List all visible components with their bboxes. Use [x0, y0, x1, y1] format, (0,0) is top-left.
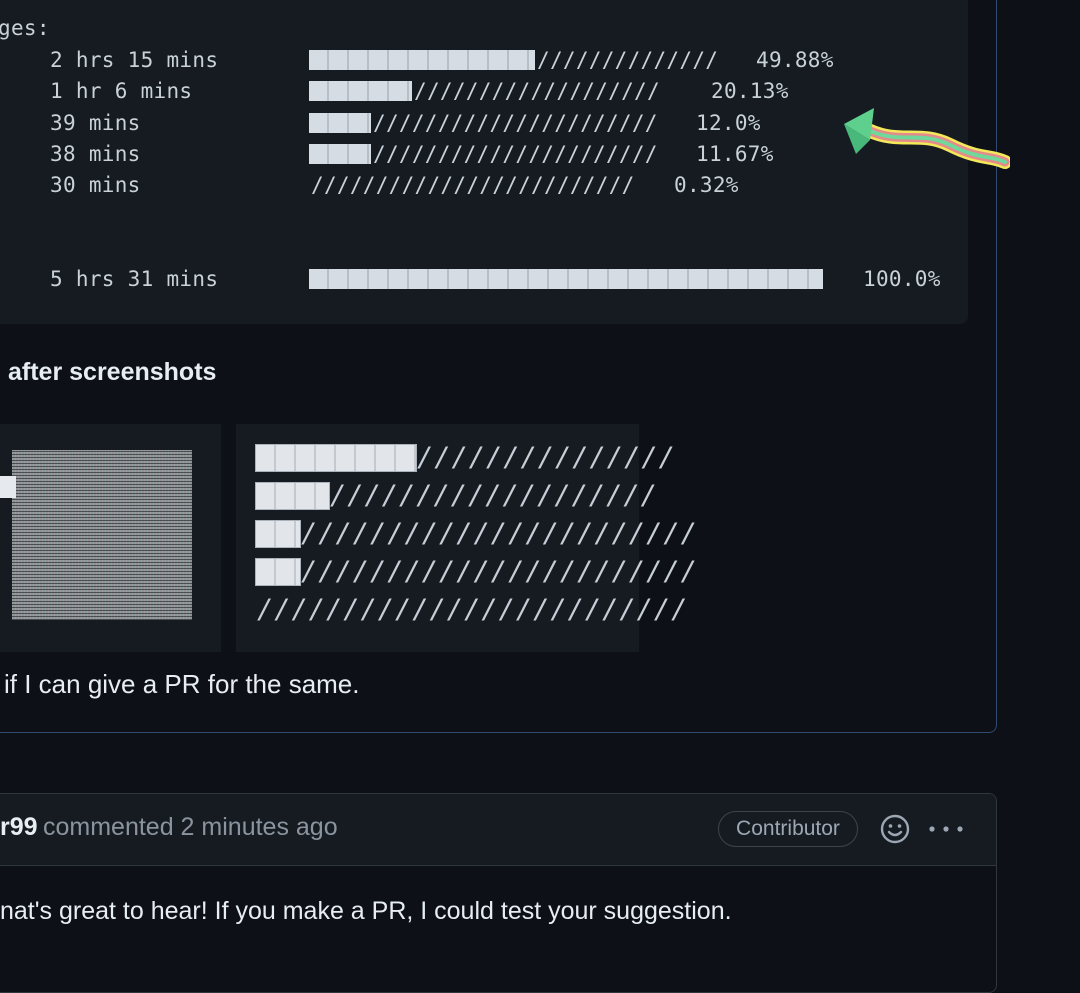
progress-bar [309, 81, 412, 101]
contributor-badge: Contributor [718, 811, 858, 847]
row-percent: 11.67% [696, 142, 774, 166]
row-percent: 20.13% [711, 79, 789, 103]
row-slashes: ////////////// [537, 48, 719, 72]
progress-bar [309, 144, 371, 164]
progress-bar-fragment [0, 476, 16, 498]
smiley-icon[interactable] [879, 813, 911, 845]
progress-bar [309, 113, 371, 133]
comment-author[interactable]: r99 [0, 813, 38, 841]
total-progress-bar [309, 269, 823, 289]
screenshot-bar [255, 520, 301, 548]
row-percent: 49.88% [756, 48, 834, 72]
screenshot-slashes: ///////////////////////// [257, 594, 689, 625]
row-duration: 30 mins [50, 173, 141, 197]
comment-card [0, 0, 997, 733]
screenshot-slashes: /////////////////////// [301, 556, 698, 587]
noise-pattern [12, 450, 192, 620]
screenshot-bar [255, 482, 330, 510]
progress-bar [309, 50, 535, 70]
row-slashes: ////////////////////// [373, 142, 658, 166]
row-duration: 2 hrs 15 mins [50, 48, 219, 72]
code-header-fragment: ges: [0, 16, 50, 40]
screenshot-bar [255, 444, 417, 472]
row-slashes: /////////////////// [414, 79, 660, 103]
after-screenshot[interactable]: /////////////// /////////////////// ////… [236, 424, 697, 652]
comment-timestamp[interactable]: commented 2 minutes ago [43, 813, 338, 841]
section-heading: after screenshots [8, 358, 217, 386]
row-percent: 0.32% [674, 173, 739, 197]
comment-header [0, 794, 996, 866]
screenshot-slashes: /////////////// [417, 442, 676, 473]
row-duration: 39 mins [50, 111, 141, 135]
curved-arrow-icon [844, 108, 1010, 169]
kebab-horizontal-icon[interactable] [929, 826, 963, 832]
comment-body-text: if I can give a PR for the same. [4, 669, 360, 699]
row-duration: 1 hr 6 mins [50, 79, 193, 103]
row-percent: 12.0% [696, 111, 761, 135]
screenshot-bar [255, 558, 301, 586]
screenshot-slashes: /////////////////////// [301, 518, 698, 549]
row-slashes: ////////////////////// [373, 111, 658, 135]
total-percent: 100.0% [863, 267, 941, 291]
before-screenshot[interactable] [0, 424, 221, 652]
row-slashes: ///////////////////////// [311, 173, 635, 197]
comment-reply-text: nat's great to hear! If you make a PR, I… [0, 897, 732, 925]
row-duration: 38 mins [50, 142, 141, 166]
total-duration: 5 hrs 31 mins [50, 267, 219, 291]
screenshot-slashes: /////////////////// [330, 480, 658, 511]
comment-card [0, 793, 997, 993]
